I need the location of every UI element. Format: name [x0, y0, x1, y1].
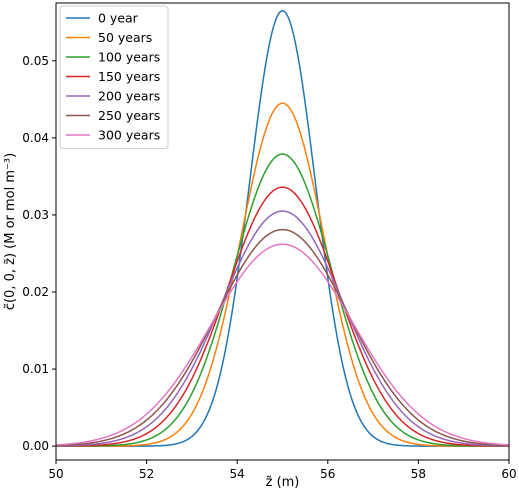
- series-line-3: [56, 186, 509, 447]
- series-line-2: [56, 153, 509, 447]
- x-tick-label-5: 60: [501, 467, 516, 481]
- y-tick-label-2: 0.02: [22, 285, 49, 299]
- legend-box: [59, 5, 169, 149]
- axis-ticks: 50 52 54 56 58 60 0.00 0.01 0.02 0.03 0.04 0.05: [22, 54, 516, 481]
- x-tick-label-0: 50: [48, 467, 63, 481]
- y-axis-label: c̃(0, 0, z̃) (M or mol m⁻³): [3, 153, 18, 310]
- x-tick-label-4: 58: [411, 467, 426, 481]
- y-tick-label-0: 0.00: [22, 439, 49, 453]
- legend-label-5: 250 years: [98, 108, 160, 123]
- x-tick-label-2: 54: [230, 467, 245, 481]
- series-line-4: [55, 210, 510, 447]
- x-tick-label-3: 56: [320, 467, 335, 481]
- legend-label-0: 0 year: [98, 11, 139, 26]
- x-tick-label-1: 52: [139, 467, 154, 481]
- plot-axes: [55, 2, 510, 461]
- plot-frame: [55, 2, 510, 461]
- series-lines: [55, 9, 510, 447]
- x-axis-label: z̃ (m): [266, 475, 300, 490]
- legend-label-4: 200 years: [98, 89, 160, 104]
- y-tick-label-1: 0.01: [22, 362, 49, 376]
- legend: 0 year 50 years 100 years 150 years 200 year…: [59, 5, 169, 149]
- legend-label-3: 150 years: [98, 69, 160, 84]
- y-tick-label-4: 0.04: [22, 131, 49, 145]
- series-line-6: [55, 243, 510, 446]
- series-line-1: [56, 102, 509, 447]
- y-tick-label-5: 0.05: [22, 54, 49, 68]
- series-line-5: [55, 228, 510, 447]
- legend-label-6: 300 years: [98, 128, 160, 143]
- legend-label-2: 100 years: [98, 50, 160, 65]
- y-tick-label-3: 0.03: [22, 208, 49, 222]
- legend-label-1: 50 years: [98, 30, 152, 45]
